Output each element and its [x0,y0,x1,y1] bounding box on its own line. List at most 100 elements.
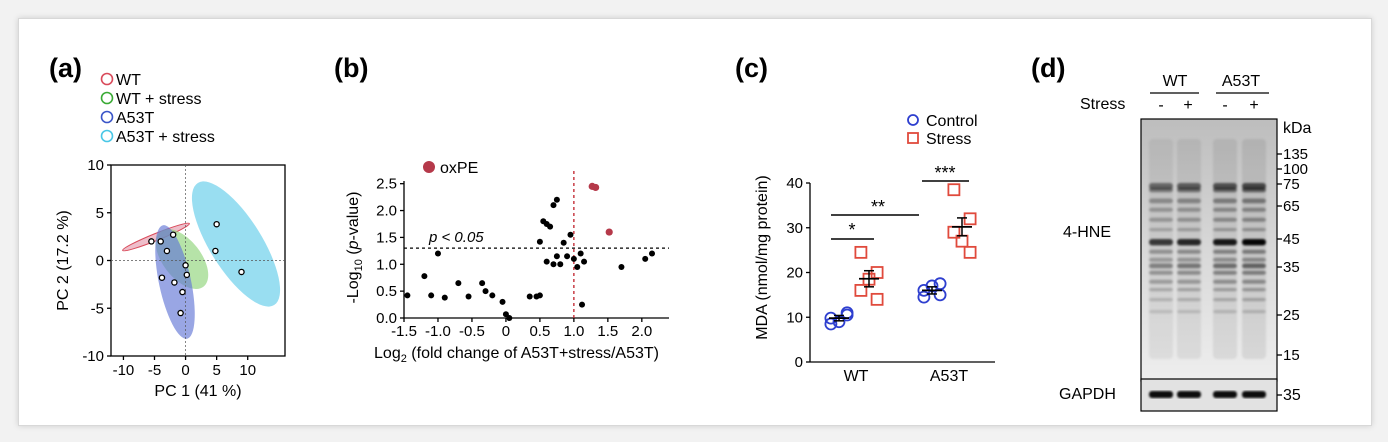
legend-marker-0 [100,72,114,86]
x-tick-label: 1.0 [563,323,584,340]
group-label-a53t: A53T [1222,73,1260,90]
data-point [577,250,584,257]
significance-brackets: * ** *** [831,163,969,240]
panel-b: (b) oxPE -1.5 -1.0 -0.5 0 0.5 1.0 1.5 2.0 0.0 0.5… [334,53,669,365]
marker-label: 100 [1283,161,1308,178]
y-tick-label: 1.5 [376,229,397,246]
blot-bands [1149,139,1266,359]
panel-b-label: (b) [334,53,368,83]
oxpe-point [592,183,600,192]
data-point [177,309,184,317]
data-point [482,288,489,295]
lane-1-sign: - [1158,97,1163,114]
y-tick-label: 5 [96,205,104,222]
x-tick-label: 0 [181,362,189,379]
lane-smear [1149,139,1173,359]
stress-row-label: Stress [1080,96,1125,113]
data-point [543,258,550,265]
x-tick-label: -0.5 [459,323,485,340]
y-axis-label: PC 2 (17.2 %) [55,210,72,310]
data-point [434,250,441,257]
blot-label-gapdh: GAPDH [1059,386,1116,403]
data-point [526,293,533,300]
x-tick-label: 2.0 [631,323,652,340]
data-point [163,247,171,255]
legend-label-stress: Stress [926,131,971,148]
data-point [506,315,513,321]
y-tick-label: 30 [786,220,803,237]
lane-2-sign: + [1183,97,1192,114]
panel-a: (a) WT WT + stress A53T A53T + stress -10 -5… [49,53,286,400]
y-tick-label: 0 [795,354,803,371]
legend-marker-stress [907,132,919,144]
data-point [421,273,428,280]
data-point [570,255,577,262]
y-tick-label: 10 [786,309,803,326]
x-axis-label: PC 1 (41 %) [154,383,241,400]
data-point [212,247,219,255]
data-point [213,220,220,228]
group-label-wt: WT [1163,73,1188,90]
y-axis-label: -Log10 (p-value) [345,192,365,304]
marker-label: 65 [1283,198,1300,215]
oxpe-legend-marker [423,161,435,173]
x-tick-label: 10 [239,362,256,379]
data-point [642,255,649,262]
marker-label: 35 [1283,259,1300,276]
x-tick-label: 0 [502,323,510,340]
stress-point [870,266,884,279]
data-point [499,298,506,305]
data-point [560,239,567,246]
data-point [455,280,462,287]
gapdh-band [1242,391,1266,398]
legend-label-2: A53T [116,110,154,127]
data-point [489,292,496,299]
panel-c-label: (c) [735,53,768,83]
data-point [567,231,574,238]
stress-point [947,183,961,197]
blot-label-4hne: 4-HNE [1063,224,1111,241]
y-tick-label: 0.5 [376,283,397,300]
data-point [479,280,486,287]
lane-smear [1213,139,1237,359]
stress-point [854,245,868,259]
data-point [157,238,164,245]
data-point [428,292,435,299]
y-tick-label: 40 [786,175,803,192]
gapdh-band [1177,391,1201,398]
ellipse-a53t-stress [191,181,281,307]
gapdh-band [1149,391,1173,398]
x-tick-label: 0.5 [529,323,550,340]
x-tick-label: -1.5 [391,323,417,340]
data-point [171,279,178,286]
data-point [404,292,411,299]
x-category-label: WT [844,368,869,385]
data-point [550,202,557,209]
data-point [553,196,560,203]
data-point [169,231,177,238]
y-tick-label: 2.0 [376,203,397,220]
data-point [183,271,191,279]
x-tick-label: -1.0 [425,323,451,340]
panel-d-label: (d) [1031,53,1065,83]
lane-4-sign: + [1249,97,1258,114]
marker-label: 75 [1283,176,1300,193]
data-point [553,253,560,260]
panel-a-points [148,220,245,317]
significance-between: ** [871,197,885,217]
data-point [547,223,554,230]
y-tick-label: 0.0 [376,310,397,327]
x-tick-label: 5 [212,362,220,379]
significance-a53t: *** [934,163,955,183]
legend-label-control: Control [926,113,978,130]
panel-a-label: (a) [49,53,82,83]
data-point [148,238,155,245]
data-point [238,268,245,276]
legend-marker-control [907,114,919,126]
data-point [618,263,625,270]
marker-label: 25 [1283,307,1300,324]
